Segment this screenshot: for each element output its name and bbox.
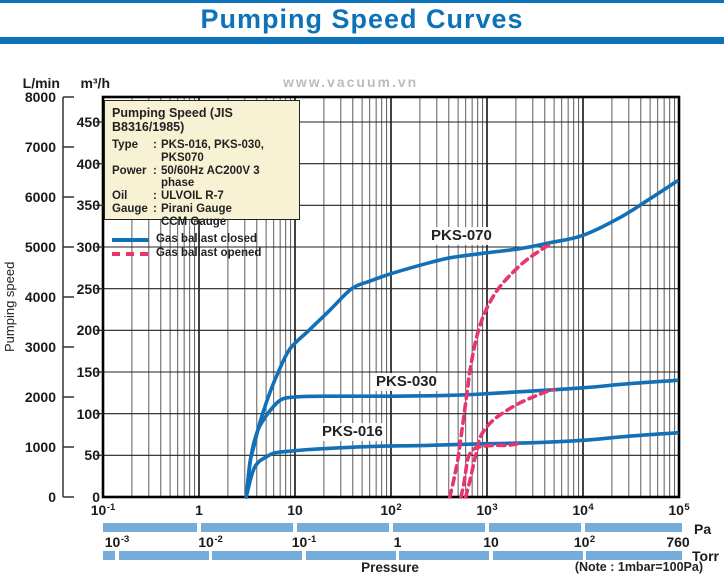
curve-label-pks016: PKS-016 [319, 423, 386, 441]
page-title: Pumping Speed Curves [200, 4, 524, 34]
y-axis-unit-m3h: m³/h [80, 75, 110, 91]
legend-row-label [112, 216, 153, 229]
pa-unit-label: Pa [694, 521, 712, 537]
legend-row-value: PKS-016, PKS-030, PKS070 [161, 139, 264, 164]
m3h-tick-350: 350 [76, 197, 100, 214]
bar-segment [584, 523, 682, 532]
legend-row-label: Oil [112, 190, 128, 203]
torr-tick-102: 102 [573, 534, 596, 550]
lmin-tick-2000: 2000 [24, 389, 56, 405]
x-axis-note: (Note : 1mbar=100Pa) [574, 560, 703, 574]
top-rule [0, 0, 724, 3]
curve-label-pks030: PKS-030 [373, 373, 440, 391]
bar-segment [103, 523, 198, 532]
bar-segment [296, 523, 390, 532]
legend-row-label: Type [112, 139, 138, 151]
legend-row-colon [153, 216, 161, 229]
torr-tick-760: 760 [666, 534, 690, 550]
lmin-tick-0: 0 [48, 489, 56, 505]
bar-segment [212, 551, 303, 560]
bar-segment [492, 551, 583, 560]
torr-tick-10-2: 10-2 [198, 534, 223, 550]
curve-label-pks070: PKS-070 [428, 227, 495, 245]
legend-series-keys: Gas ballast closed Gas ballast opened [112, 233, 292, 261]
legend-row-value: Pirani Gauge [161, 202, 232, 215]
pa-tick-10: 10 [287, 502, 303, 518]
pa-tick-10-1: 10-1 [90, 502, 116, 518]
bar-segment [118, 551, 209, 560]
solid-line-swatch [112, 237, 149, 242]
lmin-tick-8000: 8000 [24, 89, 56, 105]
lmin-tick-5000: 5000 [24, 239, 56, 255]
curve-pks-016-closed [244, 431, 679, 499]
torr-unit-label: Torr [692, 548, 719, 564]
legend-key-solid: Gas ballast closed [112, 233, 292, 247]
legend-title: Pumping Speed (JIS B8316/1985) [112, 106, 233, 134]
bar-segment [305, 551, 396, 560]
bar-segment [399, 551, 490, 560]
m3h-tick-50: 50 [84, 447, 100, 464]
legend-key-label: Gas ballast opened [156, 247, 262, 260]
m3h-tick-400: 400 [76, 155, 100, 172]
legend-row-cont: CCM Gauge [112, 216, 292, 229]
lmin-tick-1000: 1000 [24, 439, 56, 455]
m3h-tick-200: 200 [76, 322, 100, 339]
legend-row-type: Type: PKS-016, PKS-030, PKS070 [112, 139, 292, 165]
torr-tick-1: 1 [393, 534, 402, 550]
curve-pks-030-closed [244, 378, 679, 499]
legend-row-colon: : [153, 139, 157, 151]
pa-tick-1: 1 [195, 502, 203, 518]
legend-row-value: CCM Gauge [161, 215, 227, 228]
legend-row-oil: Oil: ULVOIL R-7 [112, 190, 292, 203]
legend-spec-rows: Type: PKS-016, PKS-030, PKS070 Power:50/60… [112, 139, 292, 229]
pa-tick-105: 105 [668, 502, 690, 518]
bar-segment [200, 523, 294, 532]
watermark: www.vacuum.vn [283, 74, 419, 90]
curve-pks-030-opened [463, 387, 556, 499]
bar-segment [488, 523, 582, 532]
curve-pks-016-opened [459, 441, 520, 499]
legend-box: Pumping Speed (JIS B8316/1985) Type: PKS-… [104, 100, 300, 259]
m3h-tick-250: 250 [76, 280, 100, 297]
legend-row-label: Power [112, 164, 147, 177]
torr-tick-10: 10 [483, 534, 499, 550]
legend-row-value: ULVOIL R-7 [161, 190, 224, 203]
pa-tick-102: 102 [380, 502, 402, 518]
y-axis-unit-lmin: L/min [22, 75, 60, 91]
x-axis-title: Pressure [361, 560, 419, 575]
legend-row-power: Power:50/60Hz AC200V 3 phase [112, 165, 292, 191]
legend-row-colon: : [153, 202, 157, 215]
legend-row-label: Gauge [112, 202, 148, 215]
bar-segment [586, 551, 682, 560]
legend-row-colon: : [153, 164, 157, 177]
title-underline-bar [0, 37, 724, 44]
bar-segment [392, 523, 486, 532]
bar-segment [103, 551, 116, 560]
lmin-tick-3000: 3000 [24, 339, 56, 355]
m3h-tick-150: 150 [76, 364, 100, 380]
m3h-tick-100: 100 [76, 405, 100, 422]
lmin-tick-7000: 7000 [24, 139, 56, 155]
legend-key-dashed: Gas ballast opened [112, 247, 292, 261]
legend-row-gauge: Gauge: Pirani Gauge [112, 203, 292, 216]
m3h-tick-0: 0 [92, 489, 100, 505]
curve-pks-070-opened [448, 241, 554, 499]
legend-row-colon: : [153, 190, 157, 203]
lmin-tick-6000: 6000 [24, 189, 56, 205]
m3h-tick-450: 450 [76, 114, 100, 130]
torr-tick-10-1: 10-1 [291, 534, 317, 550]
y-axis-title: Pumping speed [2, 261, 17, 353]
pa-tick-103: 103 [476, 502, 498, 518]
legend-key-label: Gas ballast closed [156, 233, 257, 246]
torr-tick-10-3: 10-3 [104, 534, 130, 550]
dashed-line-swatch [112, 251, 149, 256]
m3h-tick-300: 300 [76, 239, 100, 255]
lmin-tick-4000: 4000 [24, 289, 56, 305]
legend-row-value: 50/60Hz AC200V 3 phase [161, 164, 260, 190]
pa-tick-104: 104 [572, 502, 594, 518]
